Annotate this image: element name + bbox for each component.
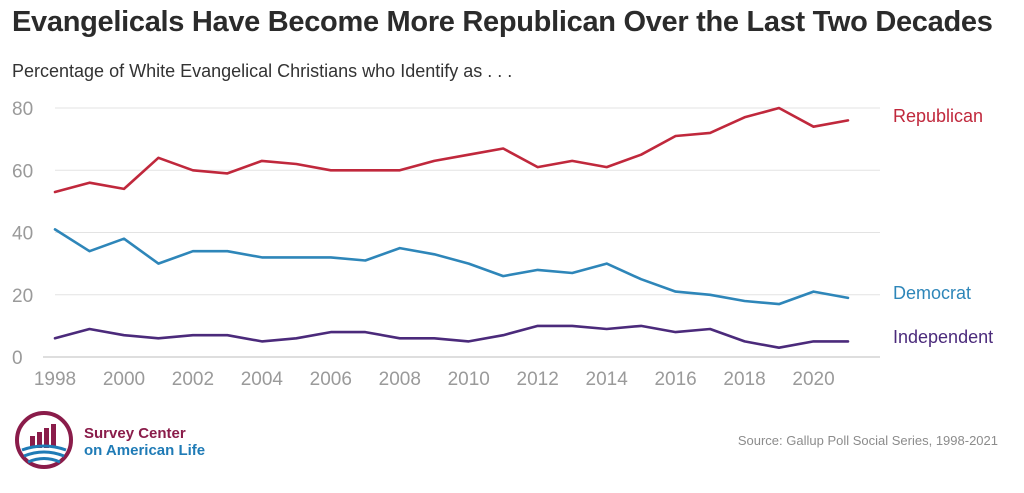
- chart-subtitle: Percentage of White Evangelical Christia…: [12, 61, 513, 81]
- series-line-independent: [53, 324, 850, 350]
- survey-center-logo-icon: [15, 411, 73, 469]
- series-line-democrat: [53, 228, 850, 306]
- source-note: Source: Gallup Poll Social Series, 1998-…: [737, 433, 998, 448]
- brand-name: Survey Center on American Life: [84, 425, 205, 459]
- line-chart: 0 20 40 60 80 1998 2000 2002 2004 2006 2008 2010 20…: [12, 99, 993, 390]
- x-tick-label: 2016: [654, 369, 696, 390]
- x-tick-label: 2002: [172, 369, 214, 390]
- chart-title: Evangelicals Have Become More Republican…: [12, 6, 993, 38]
- brand-line-2: on American Life: [84, 442, 206, 459]
- x-tick-label: 2006: [310, 369, 352, 390]
- y-tick-label: 20: [12, 286, 33, 307]
- x-tick-label: 2012: [517, 369, 559, 390]
- y-tick-label: 0: [12, 348, 23, 369]
- x-tick-label: 2010: [448, 369, 490, 390]
- x-tick-label: 2014: [586, 369, 629, 390]
- series-label-republican: Republican: [893, 106, 983, 126]
- y-tick-label: 40: [12, 224, 33, 245]
- x-tick-label: 1998: [34, 369, 76, 390]
- series-line-republican: [53, 106, 850, 194]
- x-tick-label: 2020: [792, 369, 834, 390]
- x-tick-label: 2008: [379, 369, 421, 390]
- series-lines: [53, 106, 850, 350]
- x-tick-label: 2004: [241, 369, 284, 390]
- y-tick-label: 60: [12, 161, 33, 182]
- grid-lines: [43, 107, 880, 358]
- y-tick-label: 80: [12, 99, 33, 120]
- series-labels: Republican Democrat Independent: [893, 106, 993, 347]
- x-axis-ticks: 1998 2000 2002 2004 2006 2008 2010 2012 2014 2016…: [34, 369, 835, 390]
- x-tick-label: 2000: [103, 369, 145, 390]
- series-label-democrat: Democrat: [893, 283, 971, 303]
- brand-line-1: Survey Center: [84, 425, 186, 442]
- series-label-independent: Independent: [893, 327, 993, 347]
- y-axis-ticks: 0 20 40 60 80: [12, 99, 33, 369]
- x-tick-label: 2018: [723, 369, 765, 390]
